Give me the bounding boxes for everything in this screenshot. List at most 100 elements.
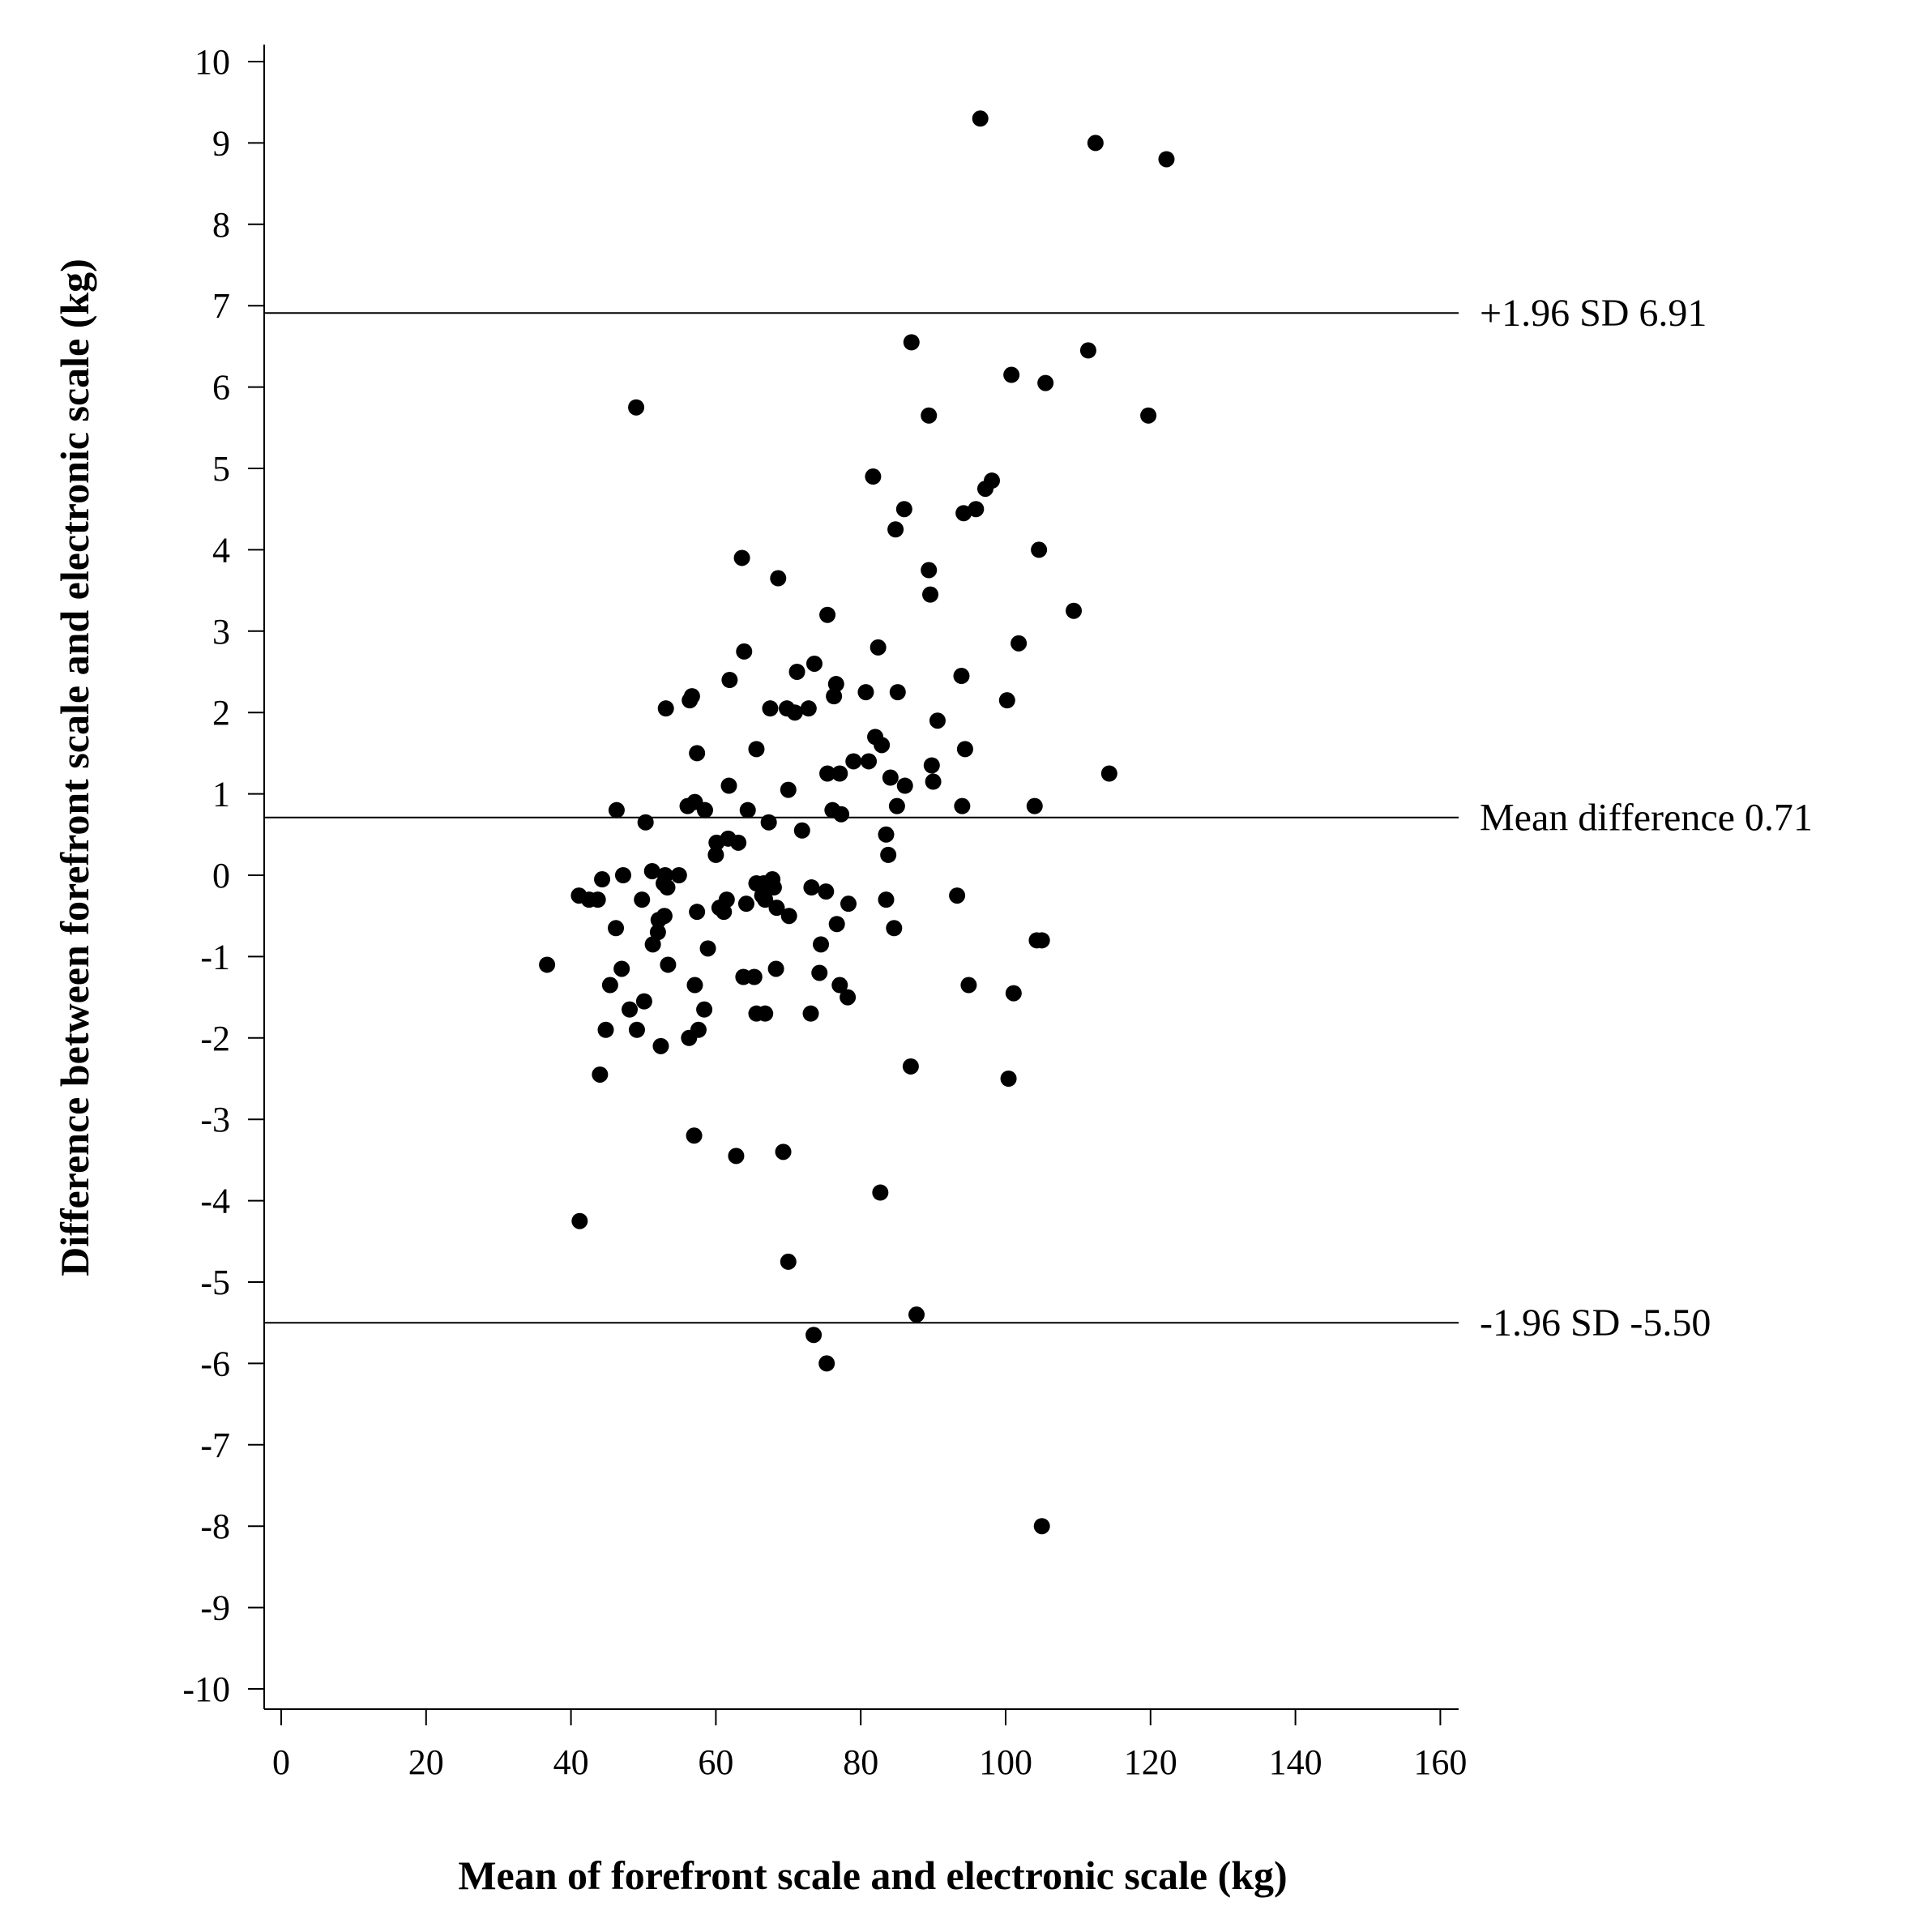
data-point	[681, 1029, 698, 1046]
x-tick-label: 140	[1269, 1742, 1322, 1782]
x-tick-label: 0	[272, 1742, 290, 1782]
data-point	[831, 765, 848, 782]
data-point	[870, 639, 887, 656]
y-tick-label: -4	[200, 1182, 230, 1221]
data-point	[767, 960, 784, 977]
y-tick-label: -7	[200, 1425, 230, 1465]
data-point	[1011, 635, 1028, 652]
data-point	[955, 505, 972, 522]
data-point	[652, 1037, 669, 1054]
data-point	[613, 960, 630, 977]
y-tick-label: 6	[212, 368, 230, 408]
data-point	[644, 936, 661, 953]
data-point	[949, 887, 966, 904]
y-tick-label: -10	[182, 1669, 230, 1709]
y-tick-label: 7	[212, 286, 230, 326]
reference-line-label: -1.96 SD -5.50	[1480, 1302, 1711, 1344]
y-tick-label: -5	[200, 1263, 230, 1302]
data-point	[760, 814, 777, 831]
y-tick-label: 3	[212, 612, 230, 652]
data-point	[757, 891, 774, 908]
data-point	[889, 684, 906, 701]
data-point	[699, 940, 716, 957]
data-point	[775, 1143, 792, 1160]
reference-lines-group: +1.96 SD 6.91 Mean difference 0.71 -1.96 S…	[264, 292, 1813, 1344]
data-point	[746, 968, 763, 985]
data-point	[716, 904, 733, 921]
data-points-group	[539, 110, 1175, 1535]
data-point	[1158, 151, 1175, 168]
data-point	[819, 765, 836, 782]
data-point	[720, 777, 737, 794]
y-tick-label: -1	[200, 937, 230, 977]
y-tick-label: -6	[200, 1344, 230, 1383]
data-point	[803, 879, 820, 896]
data-point	[635, 993, 652, 1010]
reference-line-label: Mean difference 0.71	[1480, 797, 1813, 840]
y-tick-label: -9	[200, 1588, 230, 1628]
data-point	[960, 977, 977, 994]
data-point	[840, 895, 857, 913]
data-point	[708, 834, 725, 851]
data-point	[689, 904, 706, 921]
data-point	[650, 912, 667, 929]
data-point	[614, 867, 631, 883]
data-point	[818, 883, 835, 900]
data-point	[861, 753, 878, 770]
data-point	[1100, 765, 1117, 782]
data-point	[818, 1355, 835, 1372]
y-tick-label: -3	[200, 1100, 230, 1139]
data-point	[833, 806, 850, 823]
data-point	[780, 908, 797, 925]
data-point	[954, 797, 971, 814]
data-point	[721, 672, 738, 689]
data-point	[733, 549, 750, 566]
data-point	[800, 700, 817, 717]
data-point	[686, 1127, 703, 1144]
data-point	[921, 407, 938, 424]
data-point	[649, 924, 666, 941]
data-point	[865, 468, 882, 485]
data-point	[1037, 374, 1054, 391]
data-point	[878, 826, 895, 843]
y-tick-label: 10	[194, 42, 230, 82]
y-tick-label: 2	[212, 693, 230, 733]
data-point	[896, 777, 913, 794]
data-point	[802, 1005, 819, 1022]
data-point	[739, 801, 756, 819]
data-point	[819, 606, 836, 623]
data-point	[1140, 407, 1157, 424]
data-point	[953, 668, 970, 685]
data-point	[657, 700, 674, 717]
y-axis-title: Difference between forefront scale and e…	[52, 259, 97, 1276]
data-point	[686, 977, 703, 994]
y-tick-label: 1	[212, 775, 230, 814]
x-tick-label: 60	[698, 1742, 733, 1782]
data-point	[788, 664, 805, 680]
data-point	[922, 586, 939, 603]
x-tick-label: 20	[408, 1742, 444, 1782]
data-point	[972, 110, 989, 127]
x-tick-label: 120	[1124, 1742, 1177, 1782]
data-point	[857, 684, 874, 701]
data-point	[757, 1005, 774, 1022]
data-point	[748, 741, 765, 758]
data-point	[840, 989, 857, 1006]
data-point	[1031, 541, 1048, 558]
data-point	[762, 700, 779, 717]
data-point	[827, 676, 844, 693]
y-tick-label: -2	[200, 1019, 230, 1058]
data-point	[1003, 366, 1020, 383]
data-point	[770, 570, 787, 587]
data-point	[622, 1001, 639, 1018]
data-point	[780, 1253, 797, 1270]
data-point	[831, 977, 848, 994]
y-tick-label: 0	[212, 856, 230, 895]
y-tick-label: 4	[212, 530, 230, 570]
y-tick-label: 5	[212, 449, 230, 489]
data-point	[1026, 797, 1043, 814]
data-point	[1033, 1518, 1050, 1535]
data-point	[539, 956, 556, 973]
data-point	[730, 834, 747, 851]
